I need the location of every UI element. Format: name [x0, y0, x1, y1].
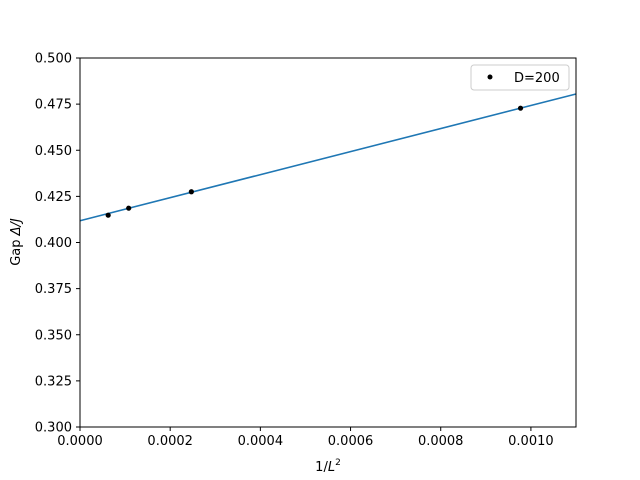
- y-tick-label: 0.450: [35, 144, 72, 159]
- y-tick-label: 0.350: [35, 328, 72, 343]
- legend-label: D=200: [514, 71, 560, 86]
- legend-marker: [487, 74, 493, 80]
- x-tick-label: 0.0002: [147, 434, 193, 449]
- x-tick-label: 0.0008: [418, 434, 464, 449]
- y-tick-label: 0.475: [35, 98, 72, 113]
- data-point: [126, 205, 132, 211]
- y-axis-ticks: 0.300 0.325 0.350 0.375 0.400 0.425 0.450 0.475…: [35, 52, 80, 436]
- data-point: [517, 105, 524, 111]
- plot-area: [79, 93, 577, 222]
- data-point: [105, 212, 111, 218]
- y-tick-label: 0.300: [35, 421, 72, 436]
- y-tick-label: 0.500: [35, 52, 72, 67]
- y-tick-label: 0.425: [35, 190, 72, 205]
- axes-frame: [79, 57, 577, 428]
- legend-box: [470, 64, 570, 91]
- x-tick-label: 0.0000: [57, 434, 103, 449]
- y-tick-label: 0.325: [35, 374, 72, 389]
- x-tick-label: 0.0006: [328, 434, 374, 449]
- x-tick-label: 0.0004: [238, 434, 284, 449]
- y-axis-label: Gap Δ/J: [9, 218, 24, 266]
- x-axis-label: 1/L2: [315, 458, 341, 475]
- y-tick-label: 0.400: [35, 236, 72, 251]
- data-point: [188, 189, 194, 195]
- legend: D=200: [470, 64, 570, 91]
- x-tick-label: 0.0010: [508, 434, 554, 449]
- x-axis-ticks: 0.0000 0.0002 0.0004 0.0006 0.0008 0.0010: [57, 427, 554, 449]
- fit-line: [79, 93, 577, 222]
- y-tick-label: 0.375: [35, 282, 72, 297]
